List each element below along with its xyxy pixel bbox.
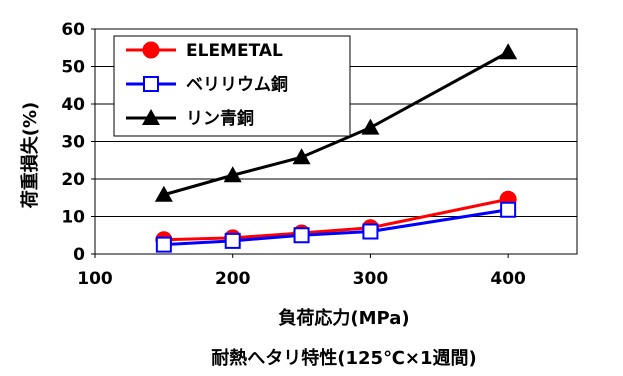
data-point-triangle (154, 185, 173, 202)
data-point-square (293, 227, 310, 244)
data-point-square (500, 201, 517, 218)
x-axis-label: 負荷応力(MPa) (278, 307, 409, 329)
y-tick-label: 0 (73, 245, 85, 265)
x-axis-ticks: 100 200 300 400 (77, 254, 526, 289)
data-point-triangle (142, 109, 160, 125)
y-tick-label: 10 (61, 208, 85, 228)
legend-item: リン青銅 (126, 108, 254, 129)
data-point-square (362, 223, 379, 240)
legend-label: リン青銅 (186, 108, 254, 129)
data-point-triangle (499, 43, 518, 60)
legend-label: ELEMETAL (186, 41, 283, 61)
legend-item: ベリリウム銅 (126, 74, 288, 95)
x-tick-label: 300 (353, 269, 389, 289)
legend-label: ベリリウム銅 (186, 74, 288, 95)
x-tick-label: 400 (490, 269, 526, 289)
data-point-circle (142, 41, 160, 59)
x-tick-label: 100 (77, 269, 113, 289)
series-1 (155, 190, 517, 249)
y-tick-label: 60 (61, 20, 85, 40)
chart-caption: 耐熱へタリ特性(125℃×1週間) (211, 347, 476, 369)
data-point-square (143, 76, 159, 92)
y-tick-label: 50 (61, 58, 85, 78)
series-layer (154, 43, 518, 253)
series-3 (154, 43, 518, 202)
y-tick-label: 20 (61, 170, 85, 190)
y-axis-label: 荷重損失(%) (19, 102, 41, 209)
data-point-square (155, 236, 172, 253)
data-point-square (224, 232, 241, 249)
y-tick-label: 30 (61, 133, 85, 153)
x-tick-label: 200 (215, 269, 251, 289)
legend-item: ELEMETAL (126, 41, 283, 61)
data-point-triangle (292, 148, 311, 165)
y-axis-ticks: 0 10 20 30 40 50 60 (61, 20, 95, 265)
data-point-triangle (361, 118, 380, 135)
data-point-triangle (223, 166, 242, 183)
series-2 (155, 201, 517, 253)
y-tick-label: 40 (61, 95, 85, 115)
